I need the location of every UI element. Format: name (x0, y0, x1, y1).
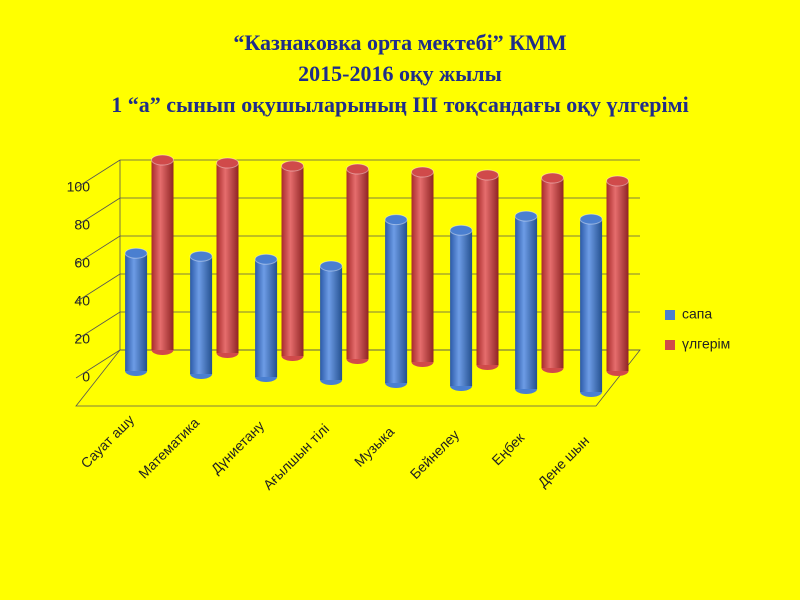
bar-top (319, 260, 343, 272)
bar (450, 230, 473, 386)
legend-label: сапа (682, 306, 712, 322)
bar (125, 253, 148, 371)
x-tick-label: Бейнелеу (407, 426, 463, 482)
bar-top (541, 172, 564, 184)
chart-subtitle: 2015-2016 оқу жылы (298, 61, 502, 86)
bar-top (216, 157, 239, 169)
bar-top (449, 224, 473, 236)
bar-top (281, 160, 304, 172)
bar (515, 216, 538, 389)
bar-top (254, 253, 278, 265)
bar-top (411, 166, 434, 178)
bar-top (346, 163, 369, 175)
bar-top (514, 210, 538, 222)
bar-top (151, 154, 174, 166)
bar (541, 178, 564, 368)
y-tick-label: 40 (74, 293, 90, 309)
bar (216, 163, 239, 353)
x-tick-label: Ағылшын тілі (260, 420, 332, 492)
legend-swatch (665, 310, 675, 320)
grid-side (75, 349, 121, 379)
y-tick-label: 80 (74, 217, 90, 233)
y-tick-label: 0 (82, 369, 90, 385)
x-tick-label: Математика (135, 414, 202, 481)
chart-subtitle: 1 “а” сынып оқушыларының ІІІ тоқсандағы … (111, 92, 689, 117)
bar (411, 172, 434, 362)
bar-top (476, 169, 499, 181)
grid-side (75, 197, 121, 227)
x-tick-label: Сауат ашу (77, 411, 137, 471)
bar (281, 166, 304, 356)
x-tick-label: Дене шын (534, 432, 592, 490)
bar (606, 181, 629, 371)
grid-side (75, 273, 121, 303)
bar-top (579, 213, 603, 225)
bar-top (606, 175, 629, 187)
bar (255, 259, 278, 377)
legend-label: үлгерім (682, 336, 730, 352)
bar (151, 160, 174, 350)
grid-side (75, 159, 121, 189)
bar-top (384, 214, 408, 226)
bar (476, 175, 499, 365)
legend-swatch (665, 340, 675, 350)
grid-side (75, 311, 121, 341)
bar (346, 169, 369, 359)
bar (320, 266, 343, 380)
x-tick-label: Музыка (351, 423, 397, 469)
x-tick-label: Дүниетану (208, 417, 267, 476)
bar (385, 219, 408, 383)
bar (190, 256, 213, 374)
bar (580, 219, 603, 392)
chart-title: “Казнаковка орта мектебі” КММ (233, 30, 567, 55)
y-tick-label: 20 (74, 331, 90, 347)
bar-top (189, 250, 213, 262)
x-tick-label: Еңбек (488, 429, 527, 468)
bar-top (124, 247, 148, 259)
y-tick-label: 60 (74, 255, 90, 271)
grid-side (75, 235, 121, 265)
